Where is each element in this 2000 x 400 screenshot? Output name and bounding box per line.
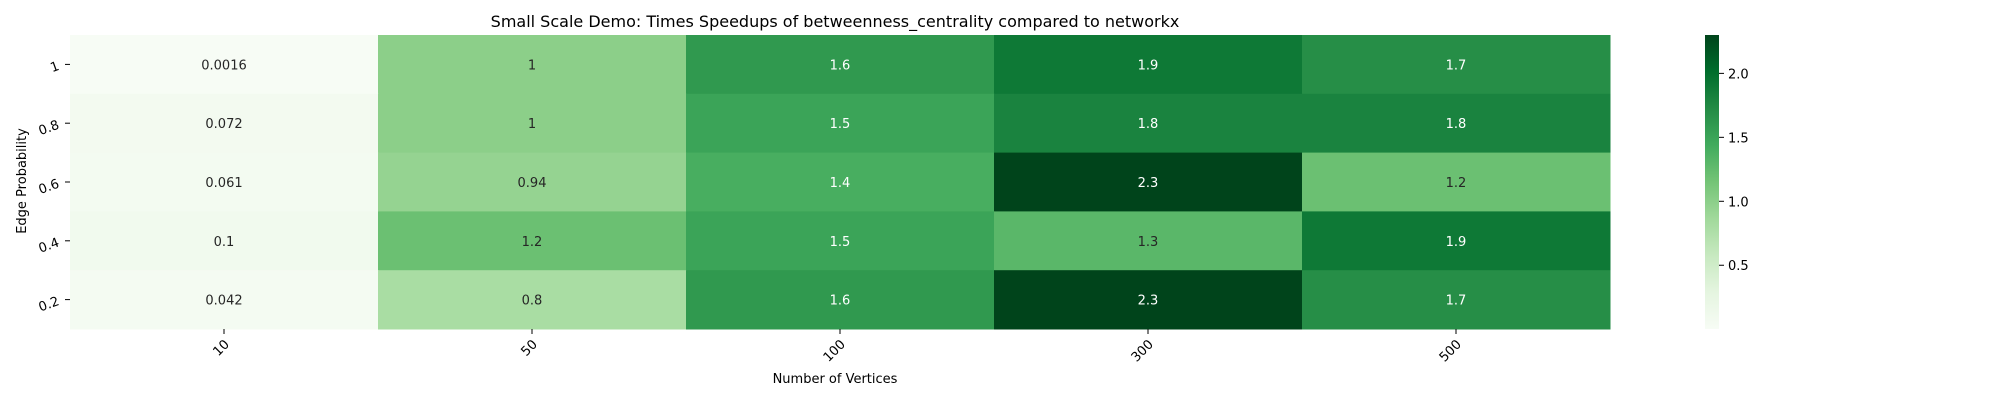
cell-value-label: 1 [528,117,536,132]
heatmap-cell-r1-c0 [70,93,379,154]
colorbar-gradient [1705,35,1719,329]
colorbar: 0.5 1.0 1.5 2.0 [1705,35,1749,329]
heatmap-cell-r3-c4 [1302,211,1611,271]
cell-value-label: 0.072 [205,117,242,132]
cell-value-label: 1.5 [830,117,851,132]
heatmap-cell-r1-c3 [994,93,1303,154]
heatmap-cell-r0-c4 [1302,35,1611,95]
heatmap-cell-r2-c4 [1302,152,1611,212]
heatmap-cell-r3-c3 [994,211,1303,271]
cell-value-label: 1.6 [830,58,851,73]
heatmap-cell-r0-c1 [378,35,687,95]
heatmap-cell-r1-c2 [686,93,995,154]
y-axis-ticks: 1 0.8 0.6 0.4 0.2 [37,59,70,315]
cell-value-label: 1.7 [1446,58,1467,73]
heatmap-cell-r0-c0 [70,35,379,95]
heatmap-cell-r0-c2 [686,35,995,95]
x-tick-label: 100 [821,337,849,365]
cell-value-label: 1.2 [522,235,543,250]
cell-value-label: 1.9 [1446,235,1467,250]
cell-value-label: 1.6 [830,294,851,309]
cell-value-label: 0.061 [205,176,242,191]
colorbar-tick-label: 0.5 [1728,259,1749,274]
y-tick-label: 0.6 [37,177,62,198]
cell-value-label: 1.5 [830,235,851,250]
cell-value-label: 1.2 [1446,176,1467,191]
cell-value-label: 1.8 [1138,117,1159,132]
heatmap-cells [70,35,1611,330]
y-tick-label: 0.8 [37,118,62,139]
heatmap-cell-r1-c1 [378,93,687,154]
cell-value-label: 1.9 [1138,58,1159,73]
heatmap-cell-r1-c4 [1302,93,1611,154]
heatmap-cell-r3-c2 [686,211,995,271]
cell-value-label: 0.042 [205,294,242,309]
cell-value-label: 2.3 [1138,294,1159,309]
cell-value-label: 1.8 [1446,117,1467,132]
heatmap-cell-r2-c3 [994,152,1303,212]
heatmap-cell-r0-c3 [994,35,1303,95]
heatmap-cell-r4-c0 [70,270,379,330]
heatmap-cell-labels: 0.0016 1 1.6 1.9 1.7 0.072 1 1.5 1.8 1.8 0.061 0.94… [201,58,1466,308]
cell-value-label: 1.7 [1446,294,1467,309]
cell-value-label: 0.1 [214,235,235,250]
heatmap-cell-r4-c1 [378,270,687,330]
chart-title: Small Scale Demo: Times Speedups of betw… [491,12,1180,32]
colorbar-tick-label: 1.0 [1728,195,1749,210]
cell-value-label: 1 [528,58,536,73]
heatmap-cell-r4-c3 [994,270,1303,330]
x-tick-label: 500 [1437,337,1465,365]
heatmap-cell-r4-c2 [686,270,995,330]
cell-value-label: 1.4 [830,176,851,191]
cell-value-label: 0.8 [522,294,543,309]
cell-value-label: 0.0016 [201,58,247,73]
heatmap-cell-r2-c1 [378,152,687,212]
x-axis-label: Number of Vertices [773,372,898,387]
y-tick-label: 0.2 [37,294,62,315]
x-tick-label: 10 [211,337,233,359]
heatmap-cell-r3-c0 [70,211,379,271]
colorbar-tick-label: 2.0 [1728,67,1749,82]
heatmap-cell-r2-c0 [70,152,379,212]
colorbar-tick-label: 1.5 [1728,131,1749,146]
x-tick-label: 50 [519,337,541,359]
x-tick-label: 300 [1129,337,1157,365]
heatmap-cell-r3-c1 [378,211,687,271]
cell-value-label: 2.3 [1138,176,1159,191]
cell-value-label: 0.94 [518,176,547,191]
y-tick-label: 0.4 [37,235,62,256]
heatmap-cell-r2-c2 [686,152,995,212]
y-axis-label: Edge Probability [15,128,30,234]
heatmap-cell-r4-c4 [1302,270,1611,330]
y-tick-label: 1 [48,59,61,76]
cell-value-label: 1.3 [1138,235,1159,250]
x-axis-ticks: 10 50 100 300 500 [211,329,1465,365]
